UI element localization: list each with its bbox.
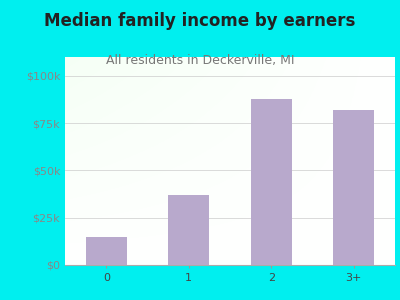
Bar xyxy=(251,99,292,265)
Bar xyxy=(168,195,209,265)
Text: Median family income by earners: Median family income by earners xyxy=(44,12,356,30)
Bar xyxy=(86,237,127,265)
Bar xyxy=(333,110,374,265)
Text: All residents in Deckerville, MI: All residents in Deckerville, MI xyxy=(106,54,294,67)
